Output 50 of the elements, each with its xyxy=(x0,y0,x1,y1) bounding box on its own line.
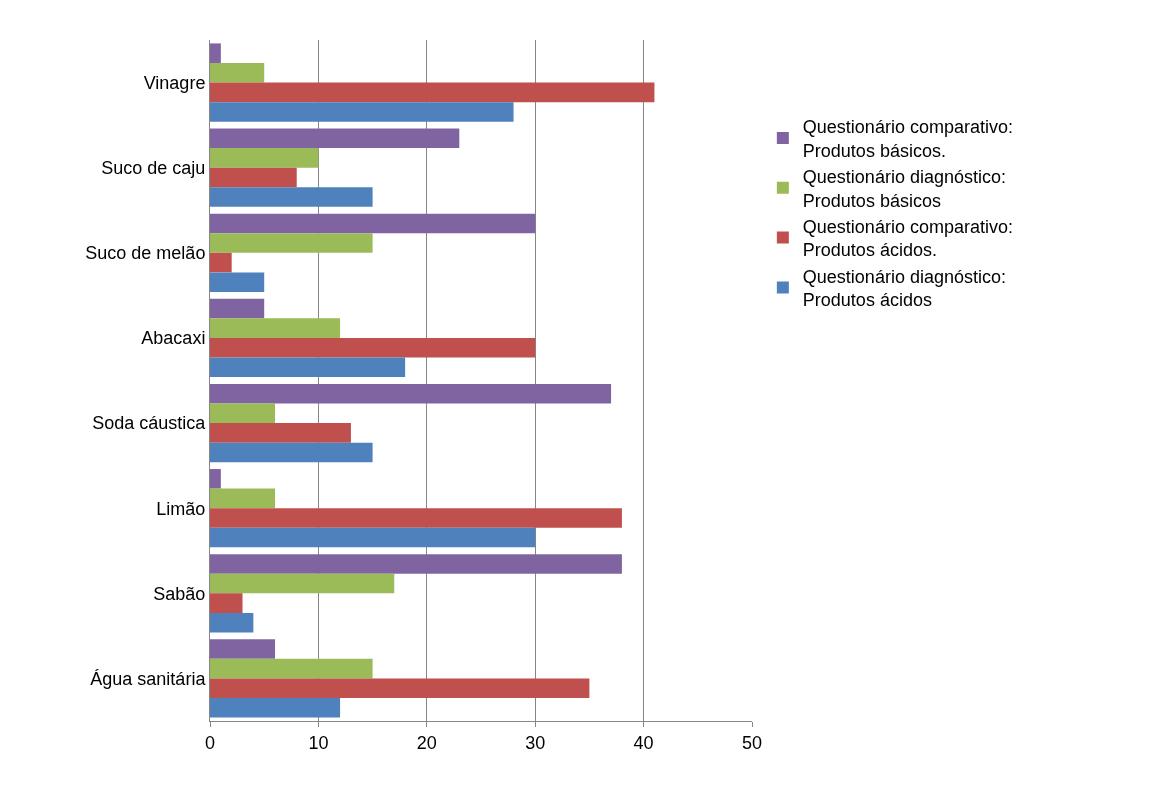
y-tick-label: Sabão xyxy=(153,583,206,604)
bar xyxy=(210,187,373,207)
bar xyxy=(210,357,406,378)
bar xyxy=(210,252,232,273)
x-tick-label: 30 xyxy=(525,732,546,753)
bar xyxy=(210,383,612,404)
bar xyxy=(210,573,395,594)
x-tick-label: 0 xyxy=(204,732,216,753)
legend-label: Questionário diagnóstico: Produtos básicos xyxy=(802,167,1006,211)
bar xyxy=(210,213,536,234)
bar xyxy=(210,148,319,168)
bar xyxy=(210,102,514,122)
bar xyxy=(210,508,622,528)
y-tick-label: Suco de caju xyxy=(101,157,206,178)
x-tick-label: 20 xyxy=(416,732,437,753)
bar xyxy=(210,658,373,679)
legend-label: Questionário comparativo: Produtos ácidos. xyxy=(802,216,1013,261)
y-tick-label: Abacaxi xyxy=(141,328,206,349)
bar xyxy=(210,318,341,338)
bar xyxy=(210,442,373,463)
bar xyxy=(210,593,243,613)
bar xyxy=(210,337,536,358)
x-tick-label: 50 xyxy=(741,732,763,753)
bar xyxy=(210,167,297,188)
legend-label: Questionário diagnóstico: Produtos ácidos xyxy=(802,266,1006,311)
bar xyxy=(210,678,590,699)
bar xyxy=(210,527,536,548)
bar xyxy=(210,43,221,63)
bar xyxy=(210,128,460,149)
bar xyxy=(210,639,276,659)
bar xyxy=(210,612,254,633)
x-tick-label: 10 xyxy=(308,732,329,753)
y-tick-label: Vinagre xyxy=(143,72,206,93)
bar xyxy=(210,298,265,319)
y-tick-label: Água sanitária xyxy=(90,668,207,689)
bar xyxy=(210,423,351,443)
bar xyxy=(210,62,265,83)
legend-label: Questionário comparativo: Produtos básicos. xyxy=(802,117,1013,161)
bar xyxy=(210,554,622,574)
y-tick-label: Soda cáustica xyxy=(92,413,207,434)
y-tick-label: Limão xyxy=(156,498,206,519)
bar xyxy=(210,272,265,292)
bar xyxy=(210,403,276,424)
y-tick-label: Suco de melão xyxy=(85,243,206,264)
bar xyxy=(210,469,221,489)
bar xyxy=(210,488,276,509)
x-tick-label: 40 xyxy=(633,732,654,753)
bar xyxy=(210,698,341,718)
bar xyxy=(210,82,655,103)
bar xyxy=(210,233,373,253)
